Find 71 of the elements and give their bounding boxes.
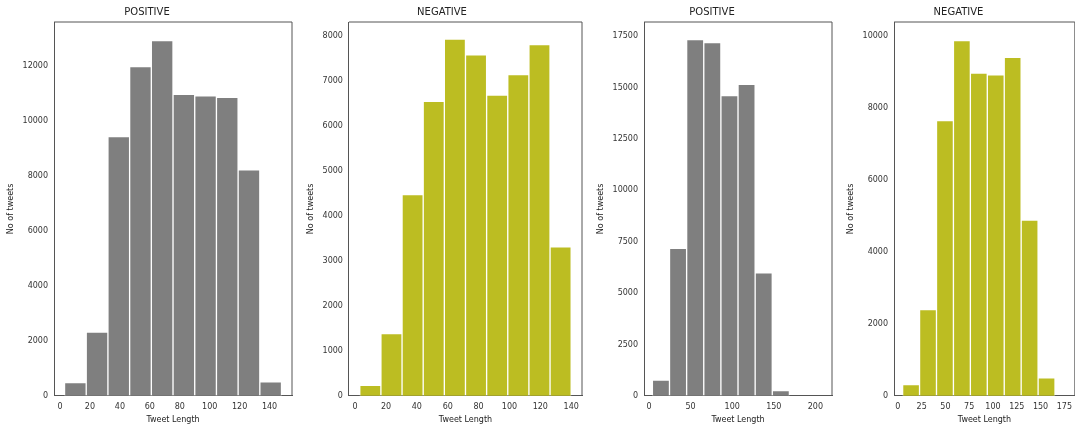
x-tick-label: 0 — [57, 401, 63, 411]
x-tick-label: 120 — [231, 401, 248, 411]
chart-title: NEGATIVE — [417, 5, 467, 17]
y-tick-label: 0 — [882, 390, 889, 400]
y-tick-label: 4000 — [322, 210, 343, 220]
y-tick-label: 17500 — [612, 31, 639, 41]
x-axis-title: Tweet Length — [956, 415, 1012, 425]
y-axis-title: No of tweets — [845, 183, 855, 235]
y-tick-label: 15000 — [612, 82, 639, 92]
y-tick-label: 1000 — [322, 345, 343, 355]
x-tick-label: 50 — [685, 401, 696, 411]
y-tick-label: 12000 — [22, 61, 49, 71]
y-tick-label: 6000 — [27, 225, 49, 235]
y-tick-label: 5000 — [617, 288, 639, 298]
y-tick-label: 8000 — [322, 30, 343, 40]
x-tick-label: 0 — [895, 401, 901, 411]
x-tick-label: 100 — [724, 401, 740, 411]
x-tick-label: 175 — [1056, 401, 1073, 411]
y-tick-label: 2500 — [617, 339, 639, 349]
y-tick-label: 2000 — [27, 335, 49, 345]
y-tick-label: 3000 — [322, 255, 343, 265]
x-tick-label: 100 — [202, 401, 218, 411]
x-tick-label: 200 — [807, 401, 824, 411]
y-tick-label: 8000 — [867, 103, 889, 113]
y-tick-label: 10000 — [612, 185, 639, 195]
x-tick-label: 125 — [1009, 401, 1025, 411]
y-tick-label: 6000 — [322, 120, 343, 130]
x-tick-label: 100 — [501, 401, 518, 411]
x-tick-label: 140 — [261, 401, 278, 411]
y-axis-title: No of tweets — [595, 183, 605, 235]
y-tick-label: 6000 — [867, 175, 889, 185]
x-tick-label: 20 — [84, 401, 96, 411]
y-axis-title: No of tweets — [5, 183, 15, 235]
y-tick-label: 0 — [632, 390, 639, 400]
x-tick-label: 80 — [473, 401, 484, 411]
x-tick-label: 50 — [940, 401, 951, 411]
y-tick-label: 2000 — [322, 300, 343, 310]
y-axis-title: No of tweets — [305, 183, 315, 235]
x-tick-label: 0 — [352, 401, 358, 411]
y-tick-label: 7000 — [322, 75, 343, 85]
y-tick-label: 4000 — [867, 247, 889, 257]
y-tick-label: 10000 — [22, 116, 49, 126]
y-tick-label: 7500 — [617, 236, 639, 246]
x-tick-label: 100 — [985, 401, 1001, 411]
x-tick-label: 60 — [442, 401, 453, 411]
chart-title: POSITIVE — [124, 5, 170, 17]
x-axis-title: Tweet Length — [145, 415, 200, 425]
x-axis-title: Tweet Length — [437, 415, 493, 425]
x-tick-label: 40 — [114, 401, 125, 411]
x-tick-label: 0 — [646, 401, 652, 411]
x-tick-label: 120 — [532, 401, 548, 411]
y-tick-label: 0 — [337, 390, 343, 400]
x-tick-label: 25 — [916, 401, 927, 411]
x-axis-title: Tweet Length — [710, 415, 765, 425]
y-tick-label: 8000 — [27, 171, 49, 180]
x-tick-label: 150 — [766, 401, 782, 411]
x-tick-label: 40 — [411, 401, 422, 411]
x-tick-label: 150 — [1032, 401, 1049, 411]
chart-title: NEGATIVE — [933, 5, 984, 17]
x-tick-label: 80 — [174, 401, 185, 411]
y-tick-label: 12500 — [612, 134, 639, 144]
x-tick-label: 75 — [964, 401, 975, 411]
y-tick-label: 2000 — [867, 318, 889, 328]
y-tick-label: 5000 — [322, 165, 343, 175]
y-tick-label: 0 — [42, 390, 49, 400]
x-tick-label: 140 — [563, 401, 579, 411]
chart-title: POSITIVE — [689, 5, 735, 17]
x-tick-label: 60 — [144, 401, 155, 411]
y-tick-label: 10000 — [862, 31, 889, 41]
y-tick-label: 4000 — [27, 280, 49, 290]
x-tick-label: 20 — [380, 401, 392, 411]
